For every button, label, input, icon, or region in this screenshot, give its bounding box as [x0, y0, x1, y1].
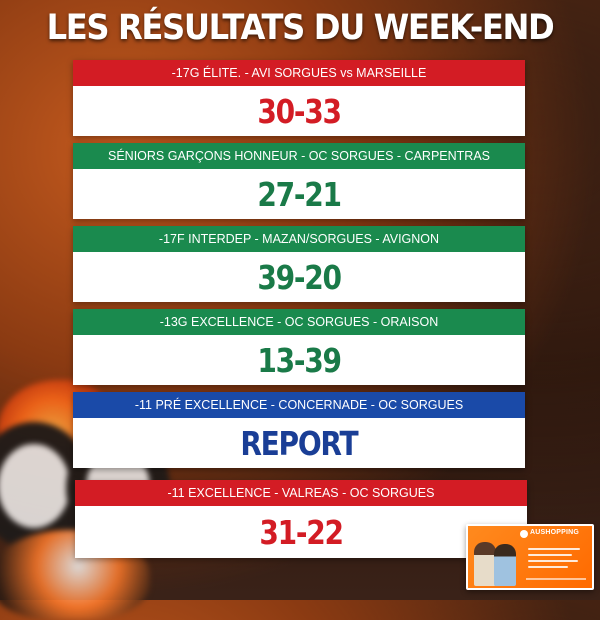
ad-person-image — [474, 542, 496, 586]
match-result: REPORT — [73, 418, 525, 468]
match-header: -17G ÉLITE. - AVI SORGUES vs MARSEILLE — [73, 60, 525, 86]
ad-decor-line — [528, 548, 580, 550]
ad-decor-line — [528, 560, 578, 562]
match-score: 31-22 — [259, 512, 344, 552]
match-block: SÉNIORS GARÇONS HONNEUR - OC SORGUES - C… — [73, 143, 525, 219]
match-score: 39-20 — [257, 257, 342, 297]
match-result: 39-20 — [73, 252, 525, 302]
match-result: 13-39 — [73, 335, 525, 385]
match-block: -17G ÉLITE. - AVI SORGUES vs MARSEILLE 3… — [73, 60, 525, 136]
ad-decor-line — [528, 566, 568, 568]
match-header: -11 PRÉ EXCELLENCE - CONCERNADE - OC SOR… — [73, 392, 525, 418]
match-score: 27-21 — [257, 174, 342, 214]
match-score: REPORT — [240, 423, 358, 463]
ad-person-image — [494, 544, 516, 586]
match-block: -11 PRÉ EXCELLENCE - CONCERNADE - OC SOR… — [73, 392, 525, 468]
match-result: 31-22 — [75, 506, 527, 558]
match-score: 13-39 — [257, 340, 342, 380]
ad-footer-line — [526, 578, 586, 580]
sponsor-logo-icon — [520, 530, 528, 538]
match-header: -13G EXCELLENCE - OC SORGUES - ORAISON — [73, 309, 525, 335]
match-block: -13G EXCELLENCE - OC SORGUES - ORAISON 1… — [73, 309, 525, 385]
match-block: -17F INTERDEP - MAZAN/SORGUES - AVIGNON … — [73, 226, 525, 302]
match-block: -11 EXCELLENCE - VALREAS - OC SORGUES 31… — [75, 480, 527, 558]
sponsor-brand: AUSHOPPING — [530, 529, 580, 536]
match-header: SÉNIORS GARÇONS HONNEUR - OC SORGUES - C… — [73, 143, 525, 169]
sponsor-ad[interactable]: AUSHOPPING — [466, 524, 594, 590]
page-title: LES RÉSULTATS DU WEEK-END — [46, 8, 555, 48]
match-score: 30-33 — [257, 91, 342, 131]
match-header: -11 EXCELLENCE - VALREAS - OC SORGUES — [75, 480, 527, 506]
match-result: 30-33 — [73, 86, 525, 136]
ad-decor-line — [528, 554, 572, 556]
match-header: -17F INTERDEP - MAZAN/SORGUES - AVIGNON — [73, 226, 525, 252]
match-result: 27-21 — [73, 169, 525, 219]
